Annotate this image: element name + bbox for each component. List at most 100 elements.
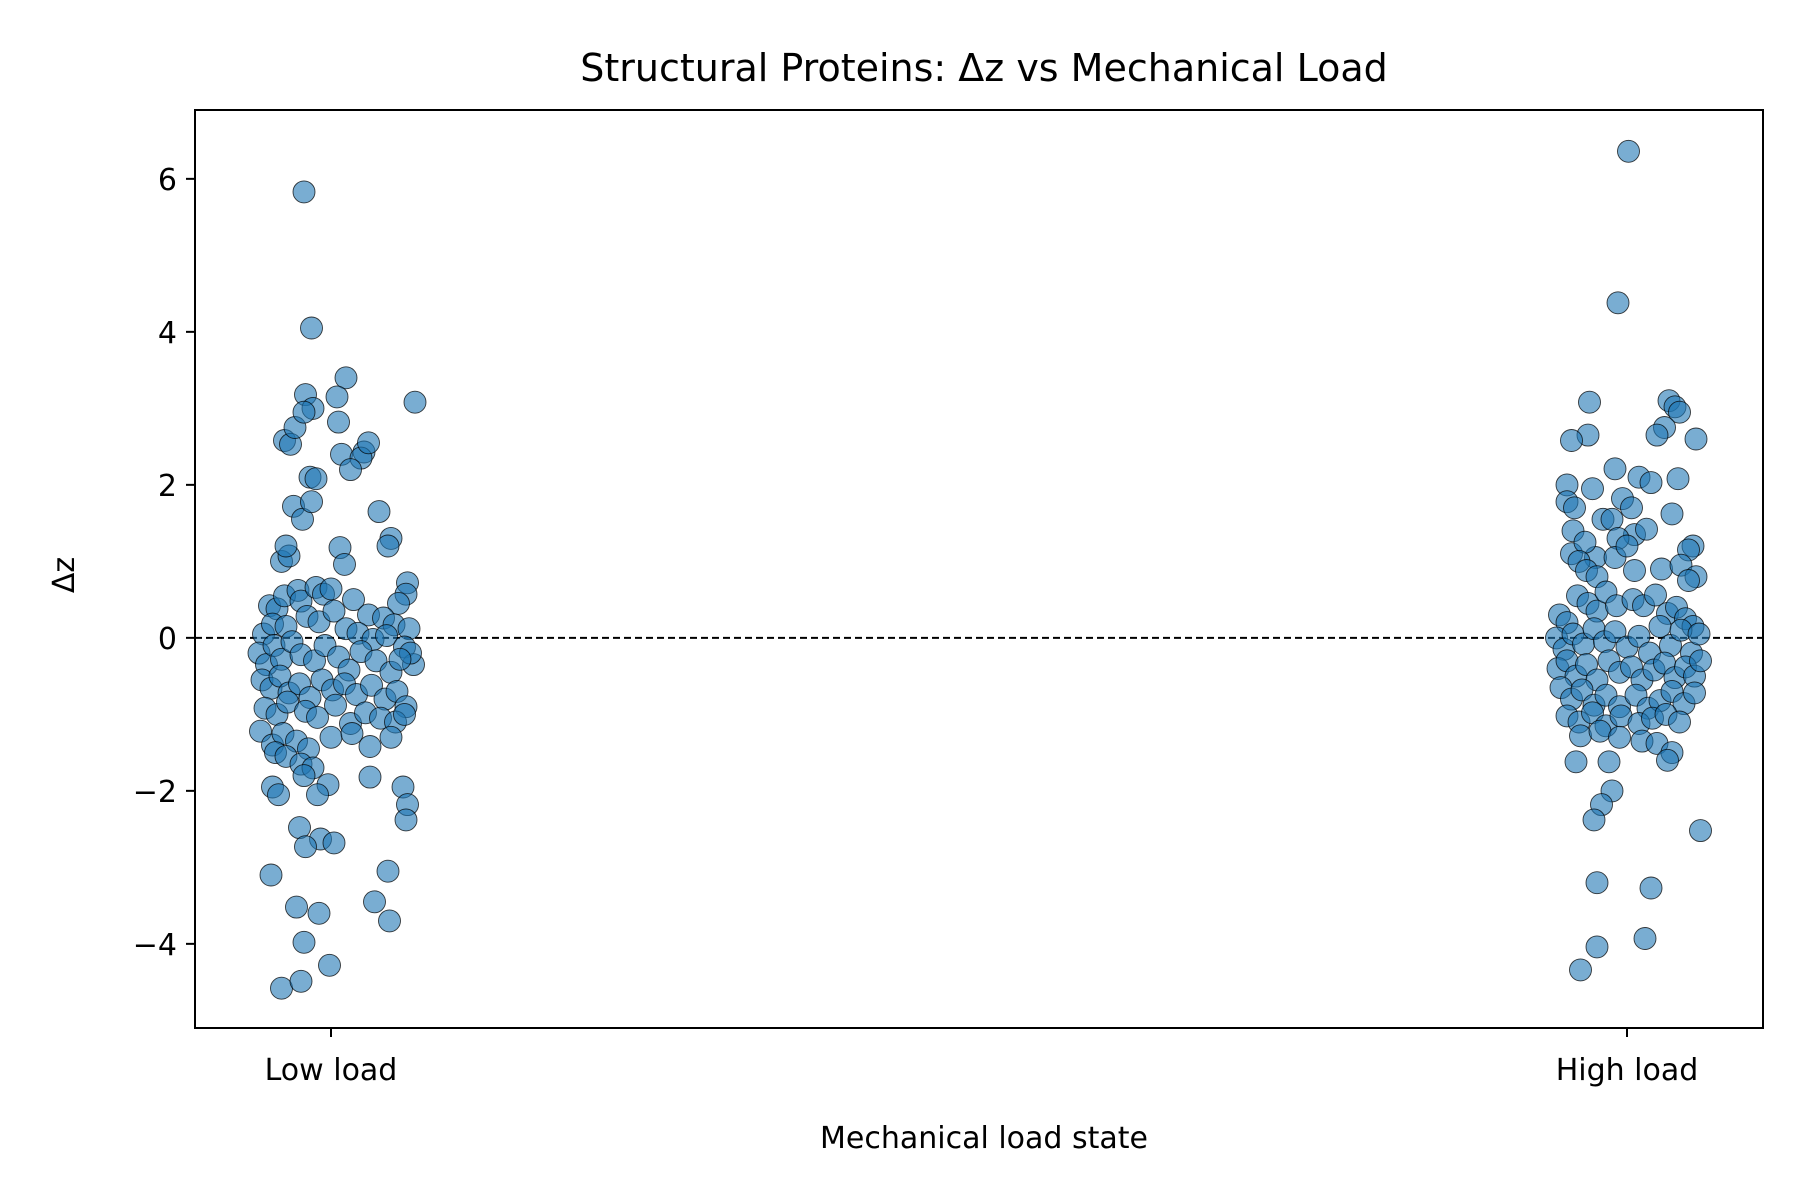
- data-point: [358, 765, 382, 789]
- data-point: [1569, 958, 1592, 982]
- data-point: [270, 976, 293, 1000]
- data-point: [1644, 583, 1667, 607]
- data-point: [292, 180, 316, 204]
- data-point: [340, 722, 364, 745]
- data-point: [288, 816, 311, 840]
- data-point: [367, 500, 391, 524]
- data-point: [1582, 808, 1606, 832]
- data-point: [1573, 530, 1597, 554]
- plot-frame: [194, 109, 1764, 1029]
- data-point: [307, 901, 331, 925]
- data-point: [393, 702, 416, 726]
- data-point: [319, 725, 343, 749]
- data-point: [324, 693, 347, 717]
- data-point: [1639, 876, 1663, 900]
- data-point: [1677, 569, 1700, 592]
- data-point: [1620, 496, 1643, 520]
- data-point: [363, 890, 386, 914]
- data-point: [327, 410, 350, 434]
- data-point: [1689, 649, 1712, 673]
- x-axis-label: Mechanical load state: [820, 1121, 1148, 1156]
- data-point: [1569, 724, 1592, 748]
- data-point: [1585, 871, 1609, 895]
- data-point: [259, 863, 283, 887]
- data-point: [360, 673, 383, 697]
- data-point: [1570, 678, 1594, 702]
- data-point: [1564, 750, 1588, 774]
- data-point: [274, 534, 298, 558]
- data-point: [1578, 390, 1601, 414]
- data-point: [379, 725, 403, 749]
- data-point: [1648, 614, 1672, 638]
- data-point: [1684, 427, 1708, 451]
- y-tick-label: −2: [133, 775, 177, 810]
- y-tick-label: 6: [158, 163, 177, 198]
- data-point: [376, 859, 400, 883]
- data-point: [306, 783, 329, 807]
- data-point: [1633, 927, 1657, 950]
- data-point: [267, 783, 290, 807]
- data-point: [394, 808, 418, 832]
- data-point: [1588, 719, 1612, 743]
- data-point: [294, 835, 317, 859]
- data-point: [1687, 622, 1711, 646]
- data-point: [285, 895, 308, 919]
- data-point: [334, 366, 358, 390]
- x-tick-label: High load: [1556, 1053, 1699, 1088]
- data-point: [339, 458, 362, 482]
- data-point: [1660, 502, 1684, 526]
- data-point: [322, 831, 346, 855]
- data-point: [1606, 291, 1630, 315]
- data-point: [333, 552, 356, 576]
- data-point: [306, 705, 329, 729]
- data-point: [378, 909, 401, 933]
- data-point: [1668, 710, 1691, 734]
- data-point: [1639, 471, 1663, 495]
- data-point: [292, 930, 316, 954]
- axes: 6 4 2 0 −2 −4 Low load High load: [133, 109, 1764, 1088]
- data-point: [1585, 935, 1609, 959]
- data-point: [325, 385, 349, 409]
- data-point: [292, 400, 316, 424]
- data-point: [1656, 748, 1679, 772]
- y-tick-label: 2: [158, 469, 177, 504]
- data-point: [1617, 139, 1640, 163]
- y-tick-label: 0: [158, 622, 177, 657]
- data-point: [388, 647, 412, 671]
- data-point: [1623, 559, 1646, 582]
- data-point: [304, 467, 328, 491]
- data-point: [1603, 457, 1627, 481]
- y-axis-label: Δz: [47, 557, 82, 593]
- data-point: [1668, 400, 1691, 424]
- data-point: [1689, 819, 1712, 843]
- data-point: [1635, 517, 1658, 541]
- data-point: [357, 431, 380, 455]
- data-point: [289, 969, 313, 993]
- x-tick-label: Low load: [265, 1053, 398, 1088]
- data-point: [322, 599, 346, 623]
- data-point: [319, 577, 343, 601]
- data-point: [292, 764, 316, 788]
- data-points: [247, 139, 1712, 1000]
- data-point: [1627, 624, 1651, 648]
- data-point: [1666, 467, 1690, 491]
- data-point: [1560, 429, 1583, 452]
- data-point: [318, 953, 341, 977]
- data-point: [1597, 750, 1621, 774]
- data-point: [1645, 423, 1669, 447]
- data-point: [276, 690, 299, 714]
- data-point: [403, 390, 427, 414]
- data-point: [1608, 725, 1631, 749]
- chart-title: Structural Proteins: Δz vs Mechanical Lo…: [580, 46, 1387, 90]
- data-point: [1563, 496, 1586, 520]
- data-point: [342, 588, 365, 612]
- data-point: [376, 534, 400, 558]
- data-point: [1683, 681, 1706, 705]
- y-tick-label: −4: [133, 928, 177, 963]
- data-point: [300, 490, 323, 514]
- data-point: [1650, 557, 1673, 581]
- data-point: [1615, 534, 1639, 558]
- data-point: [358, 735, 382, 758]
- data-point: [1603, 620, 1627, 644]
